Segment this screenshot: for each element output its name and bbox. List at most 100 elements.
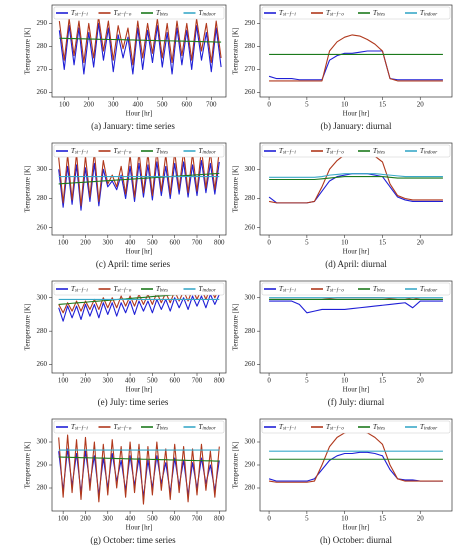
y-axis-label: Temperature [K] [24,166,32,213]
y-tick-label: 280 [245,42,256,50]
x-tick-label: 100 [58,515,69,523]
y-tick-label: 260 [245,88,256,96]
legend-label: Tst−f−o [326,147,344,156]
panel: 260 280 300 0 5 10 15 20 Tst−f−i Tst−f−o Tbtes Tind… [232,142,453,269]
x-tick-label: 0 [267,515,271,523]
legend-label: Tst−f−i [279,423,296,432]
y-axis-label: Temperature [K] [232,442,240,489]
series-line [58,15,222,66]
plot-lines [268,14,443,82]
x-axis-label: Hour [hr] [343,524,370,532]
legend-label: Tindoor [199,285,216,294]
y-axis-label: Temperature [K] [232,166,240,213]
x-tick-label: 700 [192,515,203,523]
y-tick-label: 260 [245,223,256,231]
x-axis-label: Hour [hr] [343,110,370,118]
x-tick-label: 15 [379,377,387,385]
x-tick-label: 5 [305,377,309,385]
x-tick-label: 100 [58,377,69,385]
x-tick-label: 700 [192,377,203,385]
legend-label: Tst−f−i [71,9,88,18]
legend-label: Tindoor [199,9,216,18]
panel: 260 280 300 100 200 300 400 500 600 700 800 Tst−f−i… [24,142,227,269]
x-tick-label: 200 [80,239,91,247]
x-tick-label: 5 [305,101,309,109]
legend [261,282,451,296]
legend-label: Tindoor [420,9,437,18]
series-line [58,159,220,211]
y-tick-label: 290 [245,19,256,27]
panel: 260 270 280 290 100 200 300 400 500 600 700 Tst−f−i… [24,4,227,131]
legend-label: Tst−f−o [326,9,344,18]
legend-label: Tst−f−i [71,423,88,432]
x-axis-label: Hour [hr] [343,386,370,394]
series-line [268,50,443,81]
x-tick-label: 5 [305,239,309,247]
y-tick-label: 300 [245,293,256,301]
x-tick-label: 200 [84,101,95,109]
series-line [269,300,443,314]
y-tick-label: 290 [37,461,48,469]
x-tick-label: 15 [379,101,387,109]
legend-label: Tbtes [156,147,168,156]
x-tick-label: 5 [305,515,309,523]
y-tick-label: 280 [37,194,48,202]
x-tick-label: 500 [147,239,158,247]
panel: 280 290 300 0 5 10 15 20 Tst−f−i Tst−f−o Tbtes Tind… [232,418,453,545]
y-axis-label: Temperature [K] [24,28,32,75]
series-line [269,34,443,82]
x-tick-label: 500 [147,377,158,385]
x-tick-label: 100 [59,101,70,109]
series-line [268,429,443,483]
legend-label: Tindoor [420,147,437,156]
plot-frame [259,4,453,98]
legend-label: Tbtes [156,285,168,294]
caption: (b) January: diurnal [321,121,392,131]
x-axis-label: Hour [hr] [126,110,153,118]
legend-label: Tindoor [199,147,216,156]
plot-lines [269,297,443,314]
legend-label: Tbtes [373,147,385,156]
series-line [58,456,220,462]
plot-frame [259,280,453,374]
plot-frame [51,418,227,512]
panel: 260 270 280 290 0 5 10 15 20 Tst−f−i Tst−f−o Tbtes T… [232,4,453,131]
legend-label: Tst−f−o [326,423,344,432]
series-line [58,22,222,75]
x-tick-label: 300 [103,515,114,523]
legend-label: Tst−f−o [114,285,132,294]
caption: (c) April: time series [96,259,171,269]
legend-label: Tbtes [156,423,168,432]
plot-frame [51,280,227,374]
plot-frame [51,4,227,98]
y-tick-label: 280 [245,327,256,335]
series-line [59,37,222,43]
x-axis-label: Hour [hr] [126,524,153,532]
legend-label: Tbtes [373,285,385,294]
y-tick-label: 280 [245,194,256,202]
plot-lines [58,148,220,211]
x-tick-label: 600 [169,515,180,523]
legend-label: Tst−f−o [114,9,132,18]
legend-label: Tst−f−i [279,9,296,18]
x-tick-label: 500 [147,515,158,523]
x-tick-label: 800 [214,239,225,247]
series-line [58,448,220,498]
y-tick-label: 290 [245,461,256,469]
legend-label: Tindoor [420,285,437,294]
x-tick-label: 800 [214,515,225,523]
y-tick-label: 290 [37,19,48,27]
legend-label: Tst−f−i [279,147,296,156]
x-tick-label: 700 [206,101,217,109]
y-tick-label: 280 [245,484,256,492]
series-line [268,451,443,482]
y-tick-label: 280 [37,484,48,492]
legend-label: Tst−f−i [71,285,88,294]
x-tick-label: 20 [417,515,425,523]
y-tick-label: 300 [245,438,256,446]
legend-label: Tindoor [420,423,437,432]
x-tick-label: 500 [157,101,168,109]
x-axis-label: Hour [hr] [126,248,153,256]
x-tick-label: 600 [169,239,180,247]
